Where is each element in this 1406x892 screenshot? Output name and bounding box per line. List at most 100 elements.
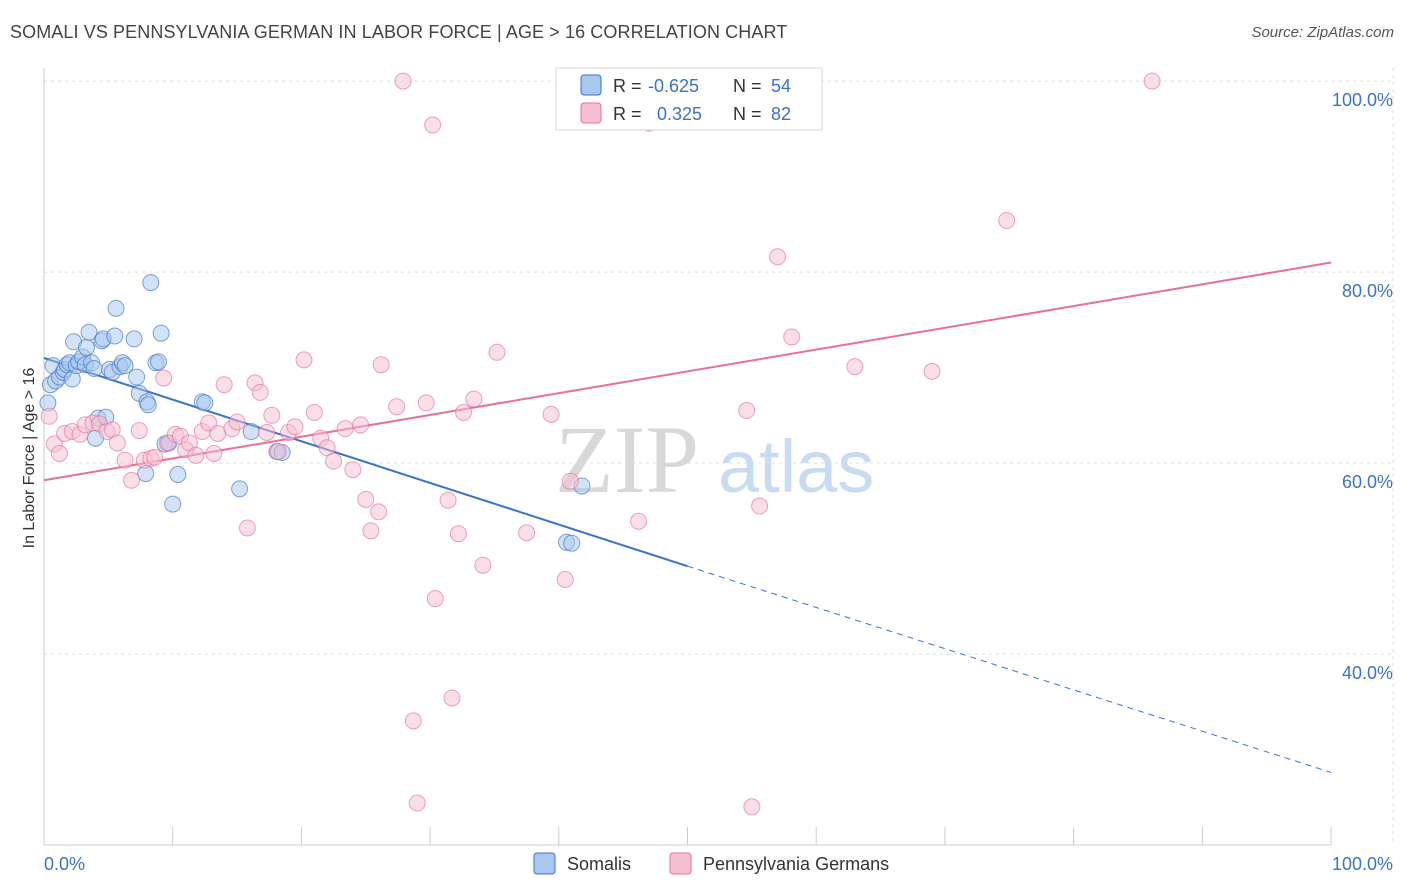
- pa-german-point: [146, 448, 164, 466]
- x-tick-label: 0.0%: [44, 854, 85, 874]
- y-tick-label: 80.0%: [1342, 281, 1393, 301]
- stats-r-label-somalis: R =: [613, 76, 642, 96]
- pa-german-point: [439, 491, 457, 509]
- stats-r-label-pa-germans: R =: [613, 104, 642, 124]
- somali-point: [85, 360, 103, 378]
- pa-german-point: [426, 590, 444, 608]
- pa-german-point: [743, 798, 761, 816]
- pa-german-point: [923, 362, 941, 380]
- somali-point: [164, 495, 182, 513]
- pa-german-point: [408, 794, 426, 812]
- axes: 40.0% 60.0% 80.0% 100.0% 0.0% 100.0%: [43, 68, 1393, 874]
- series-legend: Somalis Pennsylvania Germans: [533, 852, 889, 875]
- stats-r-value-somalis: -0.625: [648, 76, 699, 96]
- pa-german-point: [362, 522, 380, 540]
- somali-point: [242, 423, 260, 441]
- pa-german-point: [205, 445, 223, 462]
- pa-german-point: [542, 405, 560, 423]
- pa-german-point: [215, 376, 233, 394]
- pa-german-point: [50, 445, 68, 462]
- somali-point: [169, 466, 187, 484]
- somali-point: [77, 339, 95, 357]
- somali-point: [196, 394, 214, 412]
- pa-german-point: [474, 556, 492, 574]
- stats-n-value-somalis: 54: [771, 76, 791, 96]
- pa-german-point: [263, 406, 281, 424]
- pa-german-point: [295, 351, 313, 369]
- somali-point: [106, 327, 124, 345]
- pa-german-point: [388, 398, 406, 416]
- legend-swatch-somalis: [533, 852, 556, 875]
- pa-german-point: [630, 512, 648, 530]
- pa-german-point: [561, 472, 579, 490]
- legend-label-somalis: Somalis: [567, 854, 631, 874]
- watermark: ZIP atlas: [555, 406, 874, 513]
- pa-german-point: [305, 403, 323, 421]
- stats-n-label-pa-germans: N =: [733, 104, 762, 124]
- somali-point: [563, 534, 581, 552]
- legend-label-pa-germans: Pennsylvania Germans: [703, 854, 889, 874]
- pa-german-point: [455, 403, 473, 421]
- stats-r-value-pa-germans: 0.325: [657, 104, 702, 124]
- pa-german-point: [738, 402, 756, 420]
- pa-german-point: [130, 422, 148, 440]
- pa-german-point: [404, 712, 422, 730]
- somali-point: [150, 353, 168, 371]
- pa-german-point: [325, 452, 343, 470]
- legend-swatch-pa-germans: [669, 852, 692, 875]
- pa-german-point: [556, 571, 574, 589]
- pa-german-point: [40, 407, 58, 425]
- pa-german-point: [488, 343, 506, 361]
- x-tick-label: 100.0%: [1332, 854, 1393, 874]
- pa-german-point: [1143, 72, 1161, 90]
- data-points: [39, 72, 1161, 816]
- somali-point: [152, 324, 170, 342]
- pa-german-point: [751, 497, 769, 515]
- stats-legend-swatch-pa-germans: [580, 102, 602, 124]
- trend-lines: [43, 261, 1332, 773]
- pa-german-point: [336, 420, 354, 438]
- y-tick-label: 100.0%: [1332, 90, 1393, 110]
- y-axis-label: In Labor Force | Age > 16: [21, 368, 38, 549]
- pa-german-point: [352, 416, 370, 434]
- pa-german-point: [370, 503, 388, 521]
- somali-point: [116, 357, 134, 375]
- pa-german-point: [449, 525, 467, 543]
- pa-german-point: [465, 390, 483, 408]
- pa-german-point: [286, 418, 304, 436]
- pa-german-point: [258, 423, 276, 441]
- pa-german-point: [998, 212, 1016, 230]
- watermark-zip: ZIP: [555, 406, 699, 513]
- pa-german-point: [228, 413, 246, 431]
- pa-german-point: [357, 490, 375, 508]
- stats-n-label-somalis: N =: [733, 76, 762, 96]
- somali-trend-line: [43, 357, 688, 568]
- somali-point: [107, 299, 125, 317]
- pa-german-point: [394, 72, 412, 90]
- pa-german-point: [116, 451, 134, 469]
- pa-german-trend-line: [43, 261, 1332, 482]
- pa-german-point: [187, 446, 205, 464]
- pa-german-point: [372, 356, 390, 374]
- pa-german-point: [424, 116, 442, 134]
- stats-legend-swatch-somalis: [580, 74, 602, 96]
- somali-point: [128, 368, 146, 386]
- pa-german-point: [344, 461, 362, 479]
- somali-point: [125, 330, 143, 348]
- somali-point: [80, 323, 98, 341]
- pa-german-point: [846, 358, 864, 376]
- y-tick-label: 60.0%: [1342, 472, 1393, 492]
- somali-point: [142, 274, 160, 292]
- pa-german-point: [518, 524, 536, 542]
- pa-german-point: [443, 689, 461, 707]
- somali-point: [139, 396, 157, 414]
- pa-german-point: [108, 434, 126, 452]
- somali-trend-extension: [687, 565, 1332, 773]
- somali-point: [231, 480, 249, 498]
- pa-german-point: [123, 471, 141, 489]
- stats-n-value-pa-germans: 82: [771, 104, 791, 124]
- pa-german-point: [238, 519, 256, 537]
- pa-german-point: [251, 383, 269, 401]
- source-credit: Source: ZipAtlas.com: [1251, 24, 1394, 41]
- stats-legend: R = -0.625 N = 54 R = 0.325 N = 82: [555, 67, 823, 131]
